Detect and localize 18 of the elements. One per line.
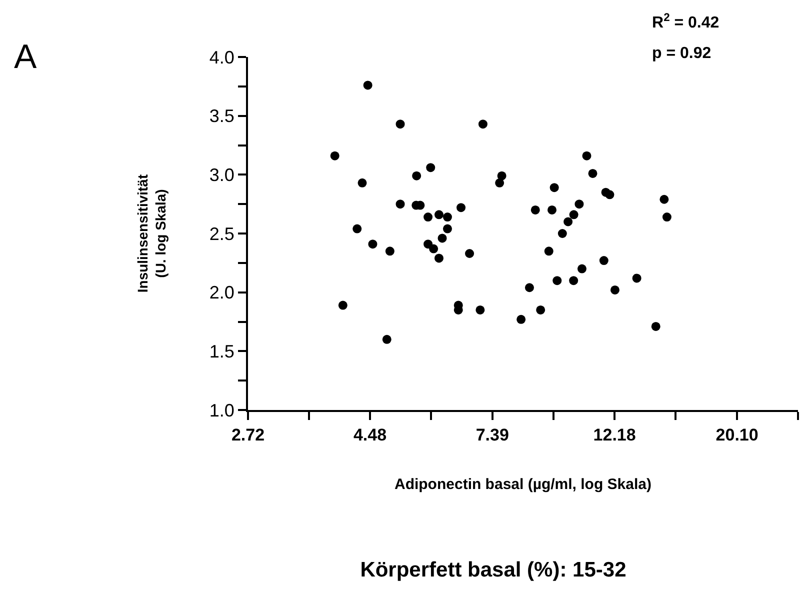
y-tick-label: 2.5: [209, 224, 234, 244]
y-tick-label: 3.0: [209, 164, 234, 185]
text: A: [14, 38, 37, 76]
y-tick-label: 1.5: [209, 341, 234, 362]
x-tick-label: 12.18: [593, 425, 636, 444]
text: Körperfett basal (%): 15-32: [360, 558, 626, 582]
y-tick-label: 3.5: [209, 106, 234, 126]
x-tick-label: 4.48: [353, 425, 387, 444]
y-tick-label: 1.0: [209, 400, 234, 420]
x-axis-title: Adiponectin basal (µg/ml, log Skala): [394, 476, 652, 493]
x-tick-label: 2.72: [231, 425, 265, 444]
y-tick-label: 2.0: [209, 282, 234, 303]
annotation: p = 0.92: [652, 45, 712, 62]
x-tick-label: 7.39: [476, 425, 509, 444]
y-tick-label: 4.0: [209, 47, 234, 68]
x-tick-label: 20.10: [716, 425, 758, 444]
y-axis-title: Insulinsensitivität (U. log Skala): [134, 174, 168, 293]
text: R$^{2}$ = 0.42: [652, 12, 720, 32]
